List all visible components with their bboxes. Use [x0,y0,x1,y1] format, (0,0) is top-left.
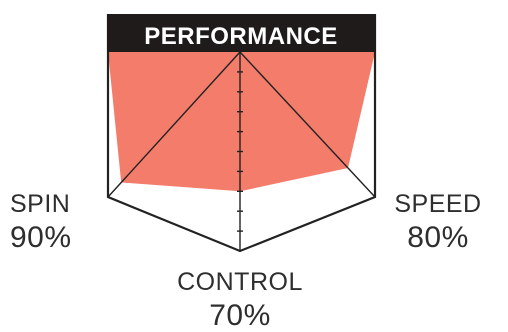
title-bar [107,14,376,52]
chart-title: PERFORMANCE [144,23,338,50]
axis-label-spin: SPIN 90% [10,190,72,254]
control-value: 70% [209,299,271,332]
spin-label: SPIN [10,190,71,218]
control-axis-ticks [237,71,243,232]
control-label: CONTROL [177,268,303,296]
spoke-spin [107,51,241,198]
spin-value: 90% [10,221,72,254]
axis-label-speed: SPEED 80% [390,192,486,253]
speed-value: 80% [407,221,469,254]
speed-label: SPEED [394,190,482,218]
axis-label-control: CONTROL 70% [170,270,310,331]
performance-value-area [108,52,375,192]
spoke-speed [239,51,376,198]
